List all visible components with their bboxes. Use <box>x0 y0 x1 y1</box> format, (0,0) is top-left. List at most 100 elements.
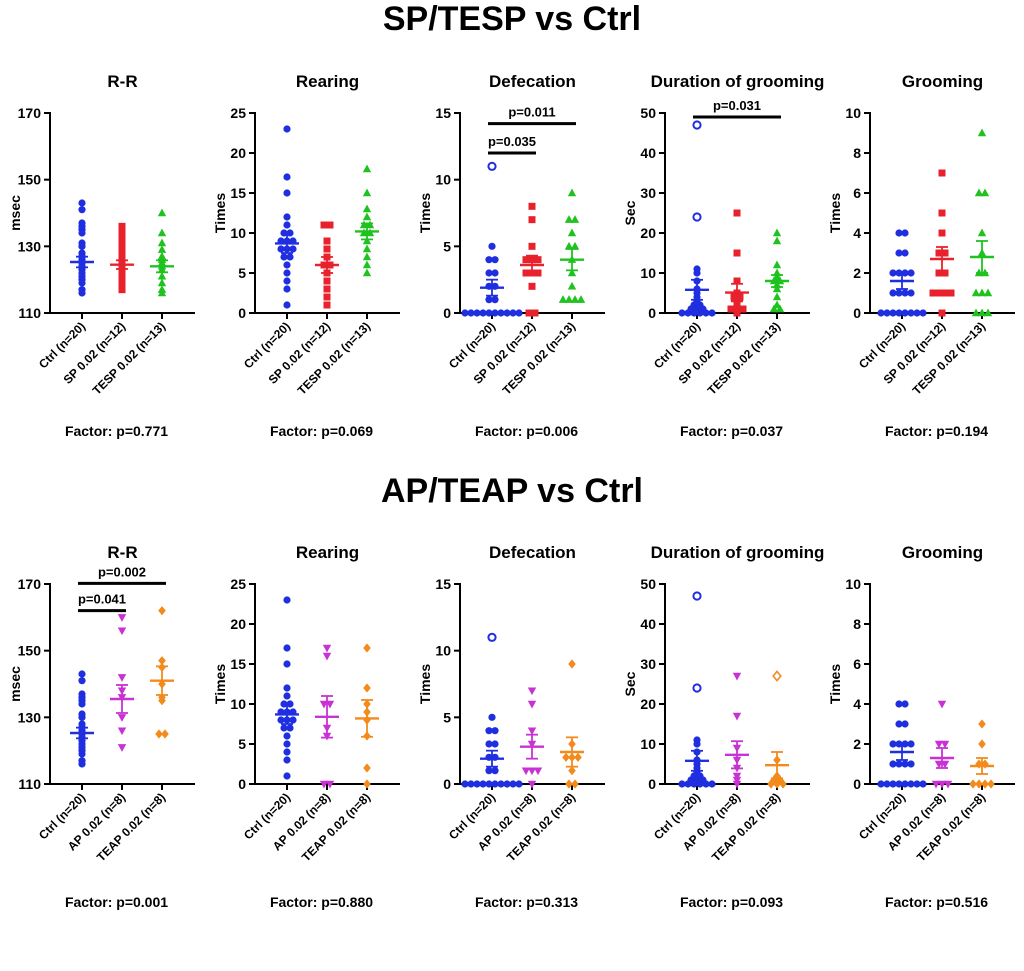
y-tick-label: 25 <box>230 105 246 121</box>
data-point <box>491 780 499 788</box>
data-point <box>280 724 288 732</box>
data-point <box>696 309 704 317</box>
data-point <box>533 767 543 776</box>
chart-title: Grooming <box>902 72 983 91</box>
y-tick-label: 0 <box>853 305 861 321</box>
y-tick-label: 30 <box>640 185 656 201</box>
series-tesp-0-02-n-13 <box>970 128 994 317</box>
panel-top-rearing: Rearing 0 5 10 15 20 25 Times Ctrl (n=20) SP 0.02… <box>205 60 405 500</box>
data-point <box>889 269 897 277</box>
data-point <box>461 780 469 788</box>
y-tick-label: 20 <box>640 225 656 241</box>
y-axis-label: Times <box>212 193 228 233</box>
series-ctrl-n-20 <box>275 125 299 309</box>
data-point <box>983 288 993 297</box>
data-point <box>567 268 577 277</box>
data-point <box>907 289 915 297</box>
data-point <box>78 677 86 685</box>
factor-p-value: Factor: p=0.880 <box>270 894 373 910</box>
data-point <box>118 272 126 280</box>
data-point <box>702 309 710 317</box>
data-point <box>527 780 537 789</box>
y-tick-label: 5 <box>238 736 246 752</box>
data-point <box>503 309 511 317</box>
data-point <box>118 232 126 240</box>
y-tick-label: 2 <box>853 265 861 281</box>
data-point <box>690 309 698 317</box>
y-tick-label: 0 <box>853 776 861 792</box>
data-point <box>901 780 909 788</box>
data-point <box>901 720 909 728</box>
data-point <box>702 780 710 788</box>
data-point <box>326 221 334 229</box>
data-point <box>889 740 897 748</box>
factor-p-value: Factor: p=0.516 <box>885 894 988 910</box>
data-point <box>937 780 947 789</box>
series-ctrl-n-20 <box>461 161 523 317</box>
data-point <box>509 780 517 788</box>
data-point <box>157 238 167 247</box>
data-point <box>522 256 530 264</box>
series-ctrl-n-20 <box>877 229 927 317</box>
data-point <box>117 714 127 722</box>
data-point <box>362 252 372 261</box>
data-point <box>929 289 937 297</box>
data-point <box>977 228 987 237</box>
data-point <box>534 269 542 277</box>
data-point <box>987 779 995 789</box>
data-point <box>78 750 86 758</box>
panel-bottom-duration-of-grooming: Duration of grooming 0 10 20 30 40 50 Sec Ctrl (… <box>615 531 824 971</box>
data-point <box>564 215 574 223</box>
data-point <box>978 739 986 749</box>
data-point <box>322 644 332 653</box>
panel-bottom-grooming: Grooming 0 2 4 6 8 10 Times Ctrl (n=20) AP 0.02 (… <box>820 531 1020 971</box>
factor-p-value: Factor: p=0.771 <box>65 423 168 439</box>
data-point <box>362 268 372 277</box>
data-point <box>733 301 741 309</box>
panel-bottom-rr: R-R 110 130 150 170 msec Ctrl (n=20) AP 0.02 (n… <box>0 531 200 971</box>
data-point <box>485 269 493 277</box>
data-point <box>733 305 741 313</box>
data-point <box>901 700 909 708</box>
data-point <box>739 305 747 313</box>
x-category-label: TESP 0.02 (n=13) <box>705 319 783 397</box>
outlier-point <box>692 591 702 601</box>
data-point <box>684 309 692 317</box>
series-ctrl-n-20 <box>877 700 927 788</box>
data-point <box>286 253 294 261</box>
y-tick-label: 170 <box>18 105 42 121</box>
data-point <box>978 719 986 729</box>
data-point <box>889 309 897 317</box>
data-point <box>883 780 891 788</box>
data-point <box>283 261 291 269</box>
data-point <box>775 304 785 313</box>
x-category-label: TEAP 0.02 (n=8) <box>709 790 783 864</box>
data-point <box>322 652 332 661</box>
factor-p-value: Factor: p=0.194 <box>885 423 988 439</box>
series-teap-0-02-n-8 <box>355 643 379 789</box>
data-point <box>895 249 903 257</box>
data-point <box>363 763 371 773</box>
data-point <box>515 780 523 788</box>
data-point <box>117 614 127 622</box>
data-point <box>118 246 126 254</box>
x-category-label: TEAP 0.02 (n=8) <box>94 790 168 864</box>
series-ap-0-02-n-8 <box>930 700 954 789</box>
y-tick-label: 8 <box>853 145 861 161</box>
data-point <box>158 696 166 706</box>
factor-p-value: Factor: p=0.093 <box>680 894 783 910</box>
data-point <box>733 209 741 217</box>
series-teap-0-02-n-8 <box>560 659 584 789</box>
data-point <box>325 780 335 789</box>
data-point <box>283 644 291 652</box>
significance-label: p=0.011 <box>508 105 555 120</box>
factor-p-value: Factor: p=0.037 <box>680 423 783 439</box>
data-point <box>525 309 533 317</box>
series-ctrl-n-20 <box>70 199 94 297</box>
data-point <box>323 237 331 245</box>
data-point <box>362 260 372 269</box>
data-point <box>570 215 580 223</box>
data-point <box>907 309 915 317</box>
data-point <box>283 684 291 692</box>
data-point <box>78 670 86 678</box>
